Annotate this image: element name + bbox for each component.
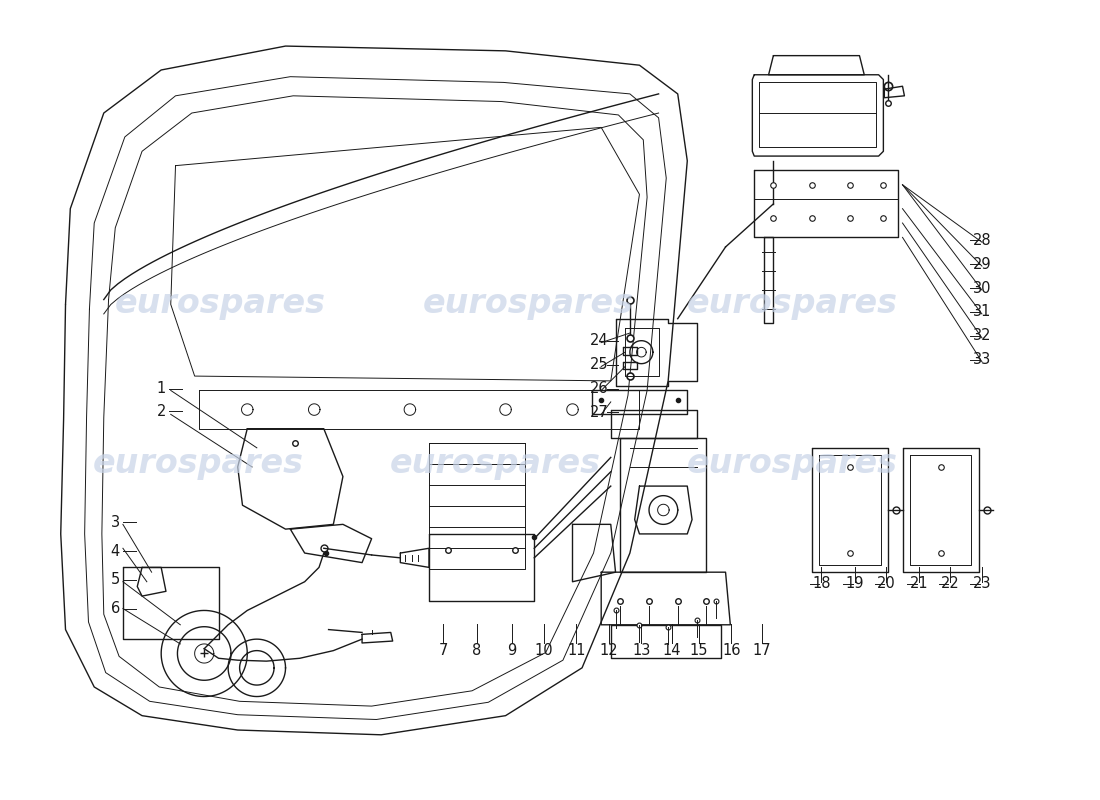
Text: 29: 29 xyxy=(972,257,991,272)
Text: 22: 22 xyxy=(940,576,959,591)
Text: 33: 33 xyxy=(972,352,991,367)
Text: 32: 32 xyxy=(972,329,991,343)
Text: 11: 11 xyxy=(568,643,585,658)
Text: 5: 5 xyxy=(111,572,120,587)
Text: 3: 3 xyxy=(111,515,120,530)
Text: eurospares: eurospares xyxy=(422,287,634,321)
Text: 13: 13 xyxy=(632,643,650,658)
Text: eurospares: eurospares xyxy=(686,447,898,481)
Text: 24: 24 xyxy=(590,333,608,348)
Text: 28: 28 xyxy=(972,233,991,248)
Text: 17: 17 xyxy=(752,643,771,658)
Text: 26: 26 xyxy=(590,381,608,396)
Text: 19: 19 xyxy=(846,576,864,591)
Text: eurospares: eurospares xyxy=(686,287,898,321)
Text: 14: 14 xyxy=(662,643,681,658)
Text: 27: 27 xyxy=(590,405,608,420)
Text: 9: 9 xyxy=(507,643,517,658)
Text: 18: 18 xyxy=(812,576,830,591)
Text: 6: 6 xyxy=(111,601,120,616)
Text: 4: 4 xyxy=(111,544,120,558)
Text: 31: 31 xyxy=(972,305,991,319)
Text: eurospares: eurospares xyxy=(389,447,601,481)
Text: eurospares: eurospares xyxy=(114,287,326,321)
Text: 21: 21 xyxy=(910,576,928,591)
Text: 25: 25 xyxy=(590,357,608,372)
Text: 15: 15 xyxy=(690,643,708,658)
Text: 10: 10 xyxy=(535,643,553,658)
Text: 16: 16 xyxy=(722,643,740,658)
Text: eurospares: eurospares xyxy=(92,447,304,481)
Text: 7: 7 xyxy=(439,643,448,658)
Text: 1: 1 xyxy=(156,381,166,396)
Text: 2: 2 xyxy=(156,404,166,419)
Text: 8: 8 xyxy=(472,643,482,658)
Text: 20: 20 xyxy=(877,576,895,591)
Text: 30: 30 xyxy=(972,281,991,295)
Text: 12: 12 xyxy=(600,643,618,658)
Text: 23: 23 xyxy=(972,576,991,591)
